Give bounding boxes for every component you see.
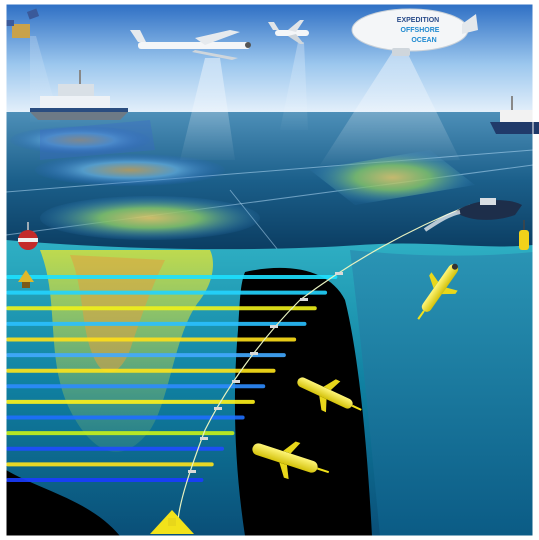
plume-core [70,255,165,373]
satellite-patches [10,120,475,240]
speedboat [423,198,522,232]
transect-lines [6,275,338,482]
left-deep [6,470,120,536]
glider-2 [297,377,362,413]
bottom-lander [150,510,194,534]
sensor-beams [30,36,460,165]
satellite [6,8,40,38]
research-ship-right [490,96,539,134]
airship-subtitle: OFFSHORE [401,27,440,34]
buoy-right [519,220,529,250]
small-mooring [18,270,34,288]
jet-aircraft [268,20,309,44]
glider-aircraft [130,30,251,60]
right-water-column [350,250,533,536]
deep-trench [234,267,372,536]
buoy-left [18,222,38,250]
research-ship-left [30,70,128,120]
airship: EXPEDITION OFFSHORE OCEAN [351,8,478,56]
airship-title: EXPEDITION [397,17,439,24]
airship-subtitle-2: OCEAN [411,37,436,44]
glider-3 [252,441,330,480]
glider-1 [417,263,459,320]
cable-sensors [188,272,343,473]
